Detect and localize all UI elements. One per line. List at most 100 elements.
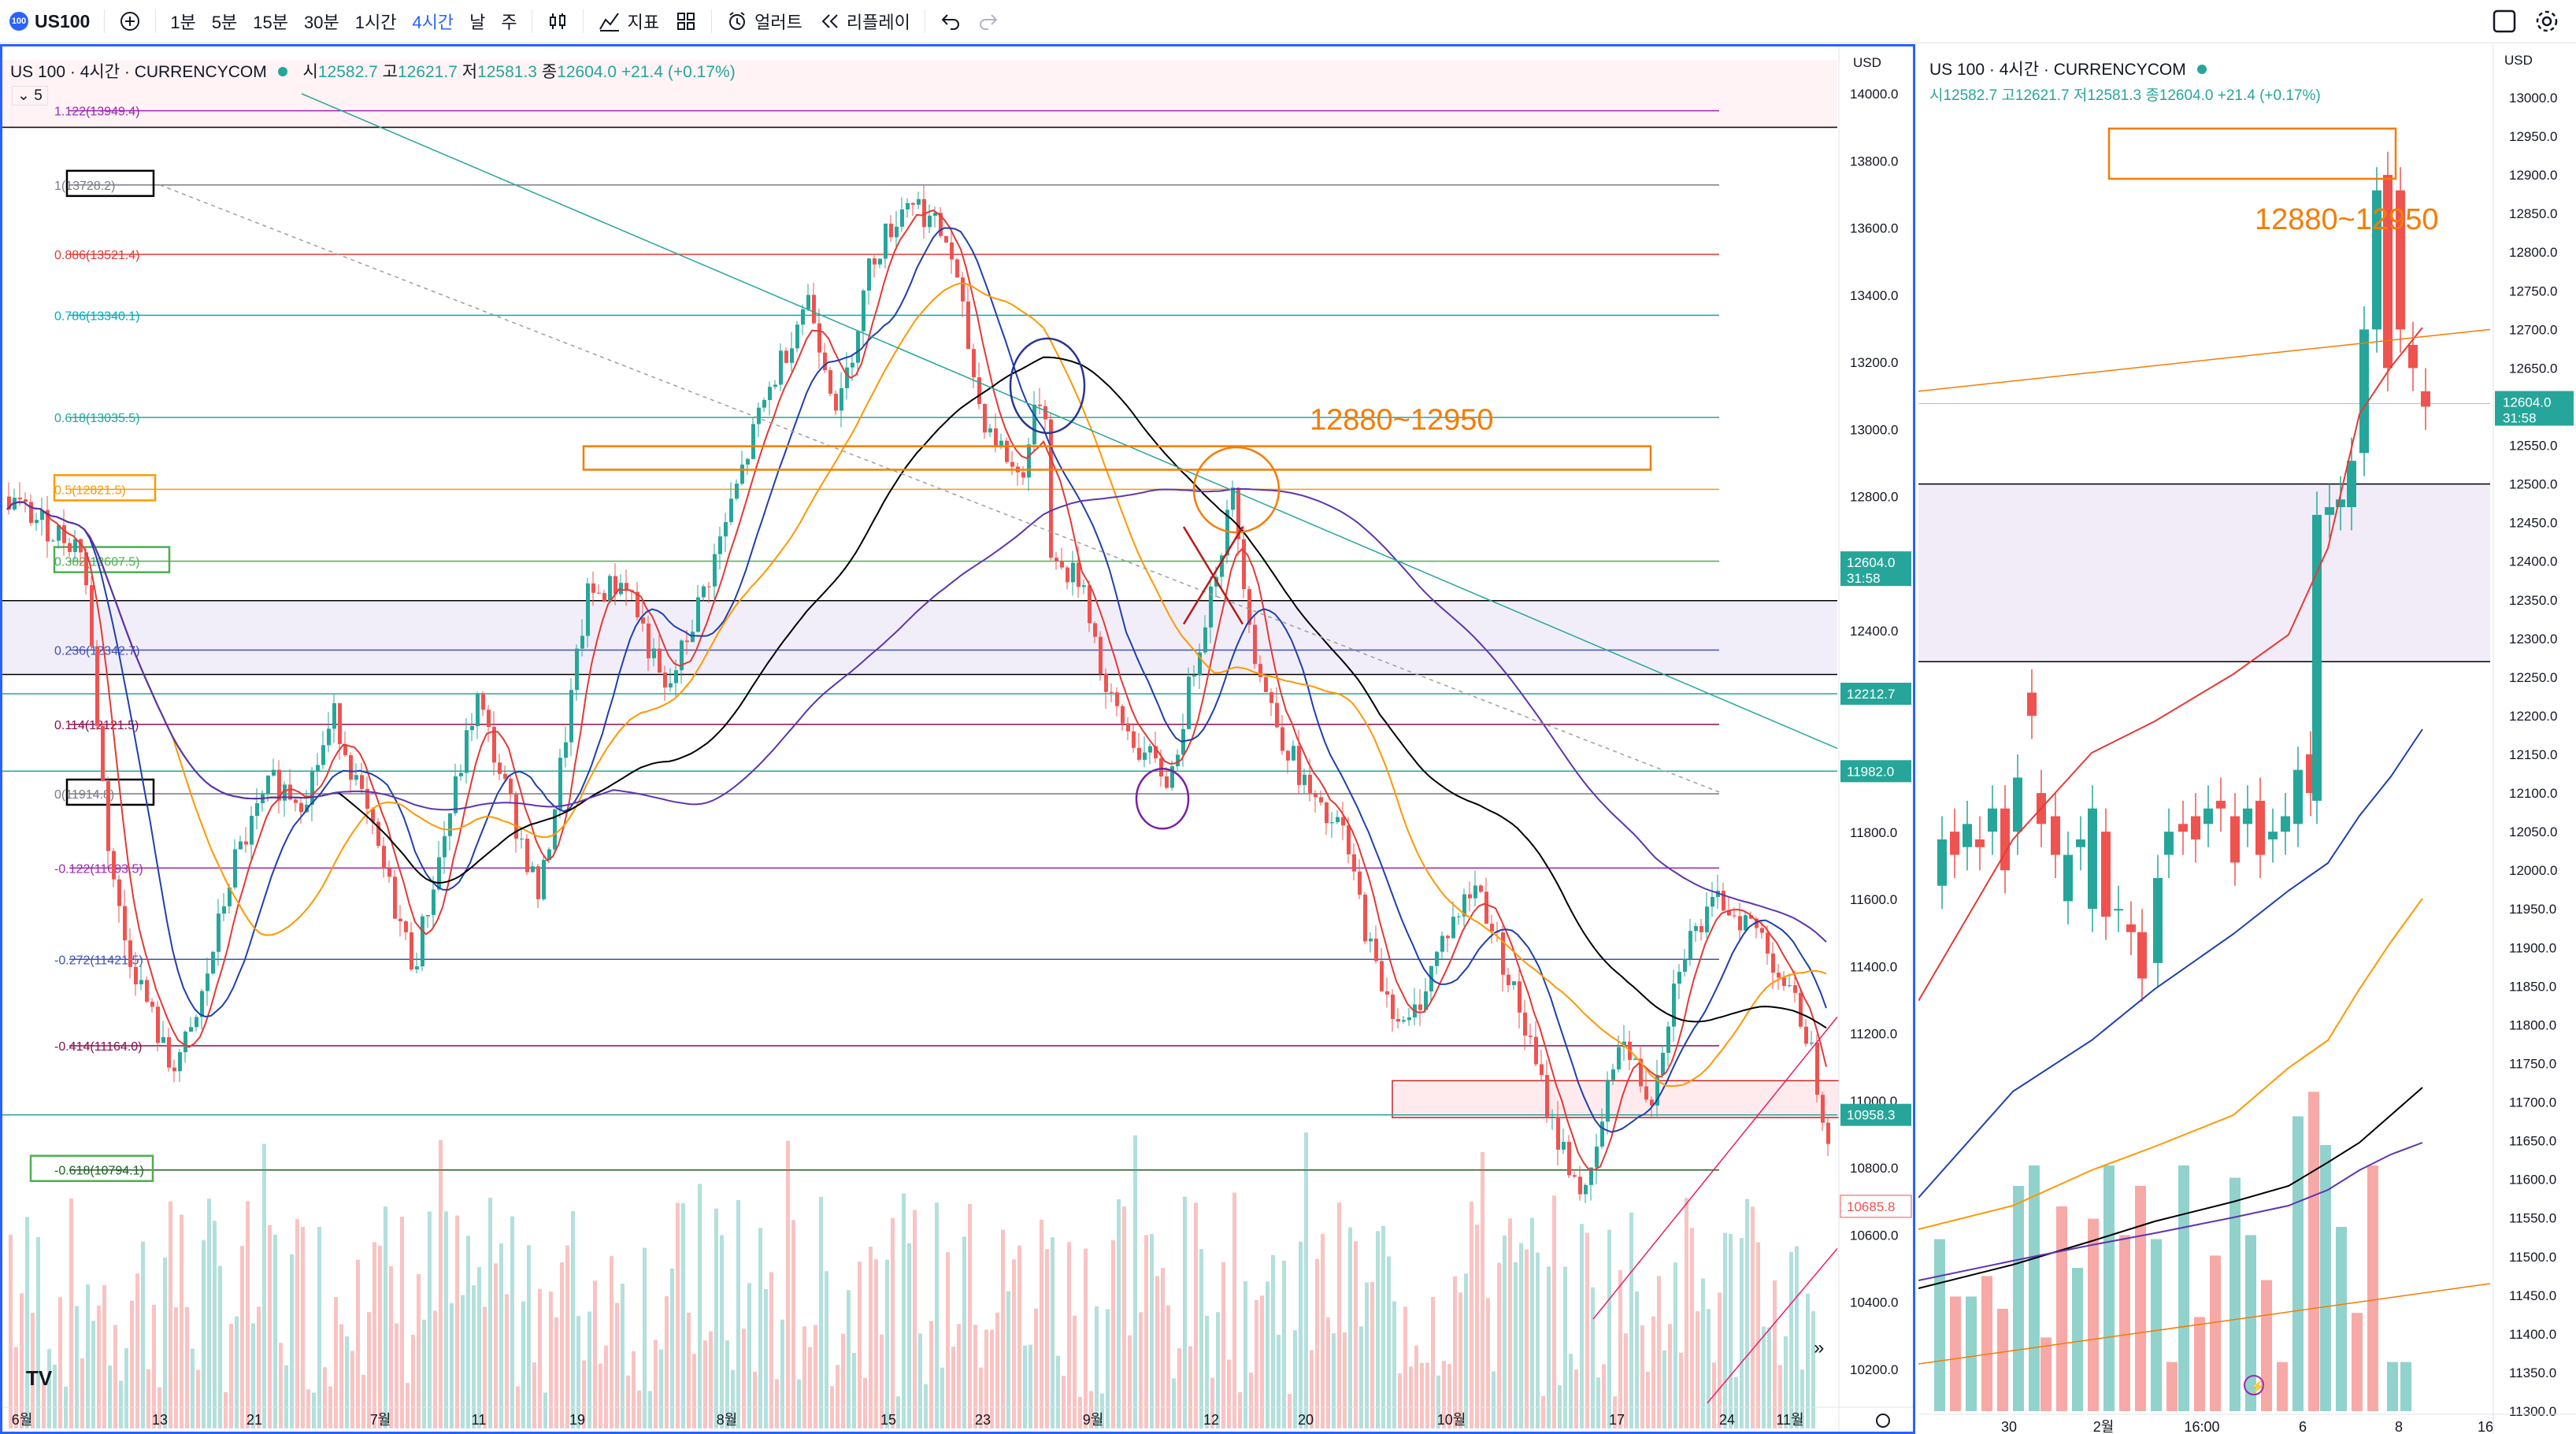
interval-4-button[interactable]: 1시간 (354, 13, 397, 32)
candle (564, 742, 568, 758)
interval-1-button[interactable]: 5분 (211, 13, 238, 32)
volume-bar (75, 1306, 79, 1428)
volume-bar (670, 1268, 674, 1428)
price-tick: 12350.0 (2509, 593, 2557, 608)
candle (812, 295, 816, 324)
candle (349, 754, 353, 780)
volume-bar (643, 1247, 647, 1428)
candle (90, 585, 94, 647)
volume-bar (1277, 1335, 1281, 1428)
candle (492, 727, 496, 763)
candle (1821, 1095, 1825, 1123)
candle (878, 258, 882, 265)
indicators-button[interactable]: 지표 (590, 0, 667, 43)
divider (104, 9, 106, 33)
candle (1027, 444, 1031, 478)
volume-bar (483, 1306, 487, 1428)
symbol-search[interactable]: 100 US100 (0, 0, 98, 43)
volume-bar (1172, 1378, 1176, 1428)
candle (840, 387, 843, 411)
open-value: 12582.7 (317, 63, 378, 81)
interval-5-button[interactable]: 4시간 (412, 13, 454, 32)
volume-bar (1238, 1391, 1242, 1428)
candle (222, 906, 226, 914)
volume-bar (587, 1311, 591, 1428)
volume-bar (1315, 1258, 1319, 1428)
candle (514, 794, 518, 839)
redo-button[interactable] (969, 0, 1007, 43)
alert-button[interactable]: 얼러트 (718, 0, 810, 43)
settings-button[interactable] (2526, 0, 2576, 43)
plus-circle-icon (120, 12, 140, 31)
main-chart-canvas[interactable]: 1.122(13949.4) 1(13728.2) 0.886(13521.4) 0.… (2, 46, 1913, 1432)
volume-bar (1519, 1243, 1523, 1428)
volume-bar (356, 1259, 360, 1428)
time-tick: 11월 (1776, 1412, 1803, 1428)
volume-bar (1271, 1254, 1275, 1428)
interval-6-button[interactable]: 날 (469, 13, 486, 32)
candle (509, 778, 513, 795)
candle (1099, 636, 1103, 674)
grid-icon (677, 13, 695, 30)
add-symbol-button[interactable] (111, 0, 149, 43)
trendline (1918, 1283, 2491, 1365)
price-tick: 10800.0 (1850, 1161, 1898, 1176)
candle (1468, 894, 1472, 899)
interval-0-button[interactable]: 1분 (170, 13, 196, 32)
candle (1988, 808, 1997, 832)
undo-button[interactable] (932, 0, 969, 43)
candle (62, 524, 66, 543)
volume-bar (1062, 1376, 1066, 1428)
volume-bar (687, 1312, 691, 1428)
candle (360, 775, 364, 789)
candle (536, 866, 540, 899)
volume-bar (527, 1245, 531, 1428)
candle (966, 301, 970, 350)
interval-7-button[interactable]: 주 (501, 13, 517, 32)
chart-type-button[interactable] (539, 0, 576, 43)
volume-bar (433, 1310, 437, 1428)
volume-bar (791, 1220, 795, 1428)
volume-bar (218, 1265, 222, 1428)
close-label: 종 (541, 63, 558, 81)
volume-bar (1806, 1293, 1810, 1428)
volume-bar (1629, 1212, 1633, 1428)
candle (757, 407, 761, 424)
secondary-chart-canvas[interactable]: 12880~12950 USD 13000.0 12950.0 12900.0 12850… (1918, 44, 2576, 1434)
candle (2383, 175, 2393, 369)
candle (575, 648, 579, 691)
main-chart-pane[interactable]: 1.122(13949.4) 1(13728.2) 0.886(13521.4) 0.… (0, 44, 1915, 1434)
price-tick: 12150.0 (2509, 747, 2557, 762)
candle (376, 821, 380, 847)
indicators-toggle[interactable]: ⌄ 5 (12, 86, 48, 106)
price-tick: 11600.0 (1850, 892, 1897, 907)
volume-bar (957, 1324, 961, 1428)
replay-button[interactable]: 리플레이 (810, 0, 918, 43)
candle (685, 640, 689, 643)
volume-bar (1431, 1297, 1435, 1428)
volume-bar (852, 1352, 856, 1428)
secondary-chart-pane[interactable]: 12880~12950 USD 13000.0 12950.0 12900.0 12850… (1918, 44, 2576, 1434)
interval-2-button[interactable]: 15분 (253, 13, 289, 32)
candle (972, 349, 976, 378)
candle (580, 635, 584, 649)
volume-bar (984, 1329, 988, 1428)
time-tick: 9월 (1083, 1412, 1104, 1428)
volume-bar (1773, 1280, 1777, 1428)
templates-button[interactable] (667, 0, 705, 43)
candle (1451, 917, 1455, 939)
alert-label: 얼러트 (754, 13, 802, 32)
volume-bar (384, 1206, 387, 1428)
volume-bar (53, 1364, 57, 1428)
volume-bar (146, 1369, 150, 1428)
candle (1115, 692, 1119, 706)
candle (1005, 440, 1009, 462)
maximize-button[interactable] (2483, 0, 2526, 43)
price-tick: 11650.0 (2509, 1134, 2556, 1149)
price-badge-text: 12604.0 (2503, 395, 2551, 410)
volume-bar (2103, 1165, 2115, 1411)
price-badge-text: 10958.3 (1847, 1108, 1895, 1123)
interval-3-button[interactable]: 30분 (304, 13, 339, 32)
candle (272, 769, 276, 776)
candle (150, 1002, 154, 1007)
